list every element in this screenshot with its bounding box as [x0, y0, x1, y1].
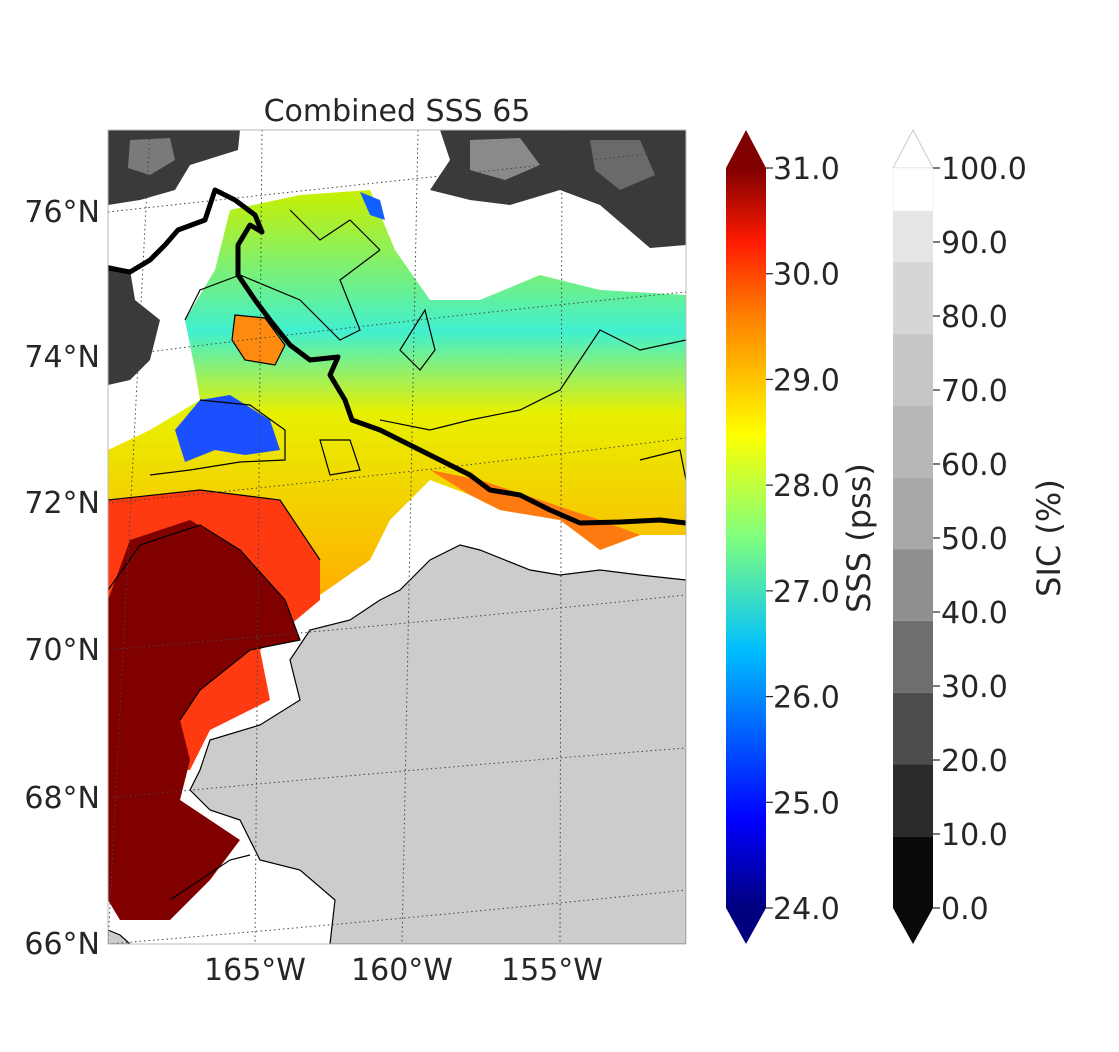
sic-band [893, 836, 933, 908]
lat-label: 72°N [24, 486, 100, 521]
sss-tick-label: 31.0 [773, 152, 840, 187]
map-panel: 76°N 74°N 72°N 70°N 68°N 66°N 165°W 160°… [24, 129, 687, 988]
sss-colorbar: 31.0 30.0 29.0 28.0 27.0 26.0 25.0 24.0 SSS (ps… [726, 130, 878, 944]
sea-ice-top-right-patch [470, 138, 540, 180]
sic-colorbar-label: SIC (%) [1030, 479, 1068, 597]
lat-label: 76°N [24, 195, 100, 230]
sic-colorbar-extend-bottom [893, 908, 933, 944]
lon-label: 165°W [204, 953, 306, 988]
sss-colorbar-body [726, 168, 766, 908]
sss-field-orange-coast [430, 470, 640, 550]
sss-tick-label: 26.0 [773, 681, 840, 716]
sic-tick-label: 100.0 [941, 152, 1027, 187]
sss-field-blue-patch [175, 395, 280, 462]
lat-label: 70°N [24, 633, 100, 668]
sss-colorbar-label: SSS (pss) [840, 463, 878, 613]
sic-tick-label: 40.0 [941, 596, 1008, 631]
sic-tick-label: 20.0 [941, 744, 1008, 779]
land-alaska [189, 544, 686, 944]
lat-label: 68°N [24, 781, 100, 816]
map-frame [107, 129, 687, 945]
sss-colorbar-ticks: 31.0 30.0 29.0 28.0 27.0 26.0 25.0 24.0 [766, 152, 840, 927]
lon-label: 160°W [351, 953, 453, 988]
sea-ice-top-right-patch2 [590, 140, 655, 190]
sic-colorbar-body [892, 167, 934, 908]
sss-tick-label: 29.0 [773, 363, 840, 398]
sea-ice-left [108, 265, 160, 385]
sss-tick-label: 30.0 [773, 258, 840, 293]
sic-tick-label: 80.0 [941, 300, 1008, 335]
sic-tick-label: 30.0 [941, 670, 1008, 705]
sic-colorbar-ticks: 100.0 90.0 80.0 70.0 60.0 50.0 40.0 30.0 20.0 10.… [933, 152, 1027, 927]
lat-label: 66°N [24, 927, 100, 962]
sic-band [893, 692, 933, 765]
sic-tick-label: 0.0 [941, 892, 989, 927]
sic-tick-label: 10.0 [941, 818, 1008, 853]
sic-tick-label: 60.0 [941, 448, 1008, 483]
sss-field-blue-top [360, 192, 385, 220]
lon-label: 155°W [501, 953, 603, 988]
sss-tick-label: 28.0 [773, 469, 840, 504]
sss-tick-label: 24.0 [773, 892, 840, 927]
sic-band [892, 167, 934, 212]
map-title: Combined SSS 65 [263, 94, 531, 129]
sss-field-dark-red [108, 520, 300, 920]
sic-colorbar: 100.0 90.0 80.0 70.0 60.0 50.0 40.0 30.0 20.0 10.… [892, 128, 1068, 944]
lat-label: 74°N [24, 340, 100, 375]
ship-track-line [108, 187, 686, 526]
sic-band [893, 477, 933, 550]
land-siberia [108, 929, 131, 944]
sss-colorbar-extend-top [726, 130, 766, 168]
sss-field-north [108, 190, 686, 595]
sss-tick-label: 27.0 [773, 575, 840, 610]
sic-tick-label: 50.0 [941, 522, 1008, 557]
graticule [108, 130, 686, 944]
sic-band [893, 333, 933, 406]
sss-contours [108, 209, 686, 901]
sic-tick-label: 70.0 [941, 374, 1008, 409]
sic-band [893, 211, 933, 262]
sic-colorbar-extend-top [892, 128, 934, 169]
sic-band [893, 620, 933, 693]
sic-band [893, 764, 933, 837]
sic-band [893, 549, 933, 621]
sss-tick-label: 25.0 [773, 786, 840, 821]
sss-colorbar-extend-bottom [726, 908, 766, 944]
sic-tick-label: 90.0 [941, 226, 1008, 261]
sic-band [893, 262, 933, 334]
sea-ice-top-left-patch [128, 138, 175, 175]
sic-band [893, 405, 933, 478]
